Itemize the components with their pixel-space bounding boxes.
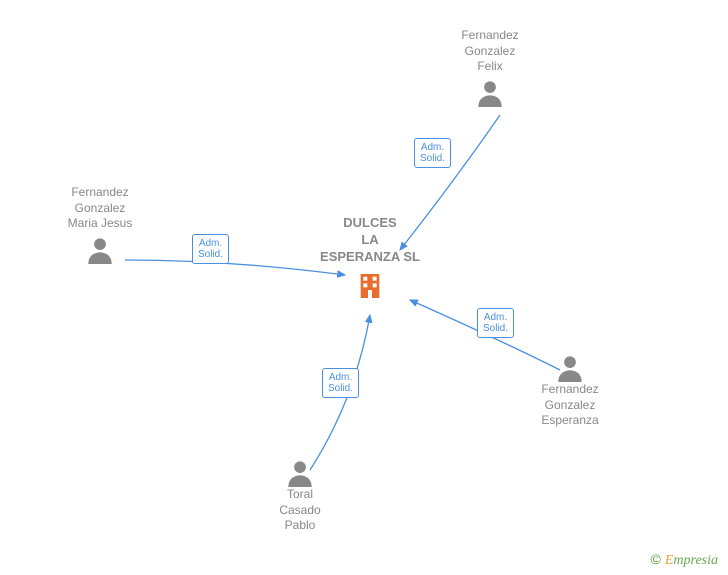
company-label: DULCES LA ESPERANZA SL [315,215,425,266]
person-label: Fernandez Gonzalez Felix [445,28,535,75]
person-node-mariajesus: Fernandez Gonzalez Maria Jesus [55,185,145,264]
person-icon [556,354,584,382]
person-node-esperanza: Fernandez Gonzalez Esperanza [525,350,615,429]
person-icon [86,236,114,264]
company-node: DULCES LA ESPERANZA SL [315,215,425,302]
edge-mariajesus [125,260,345,275]
watermark: ©Empresia [651,551,718,569]
person-label: Fernandez Gonzalez Esperanza [525,382,615,429]
copyright-symbol: © [651,551,661,567]
person-node-pablo: Toral Casado Pablo [255,455,345,534]
person-label: Fernandez Gonzalez Maria Jesus [55,185,145,232]
watermark-rest: mpresia [673,553,718,568]
edge-label-pablo: Adm. Solid. [322,368,359,398]
person-icon [476,79,504,107]
person-label: Toral Casado Pablo [255,487,345,534]
edge-label-mariajesus: Adm. Solid. [192,234,229,264]
edge-label-felix: Adm. Solid. [414,138,451,168]
building-icon [354,270,386,302]
edge-label-esperanza: Adm. Solid. [477,308,514,338]
person-node-felix: Fernandez Gonzalez Felix [445,28,535,107]
person-icon [286,459,314,487]
